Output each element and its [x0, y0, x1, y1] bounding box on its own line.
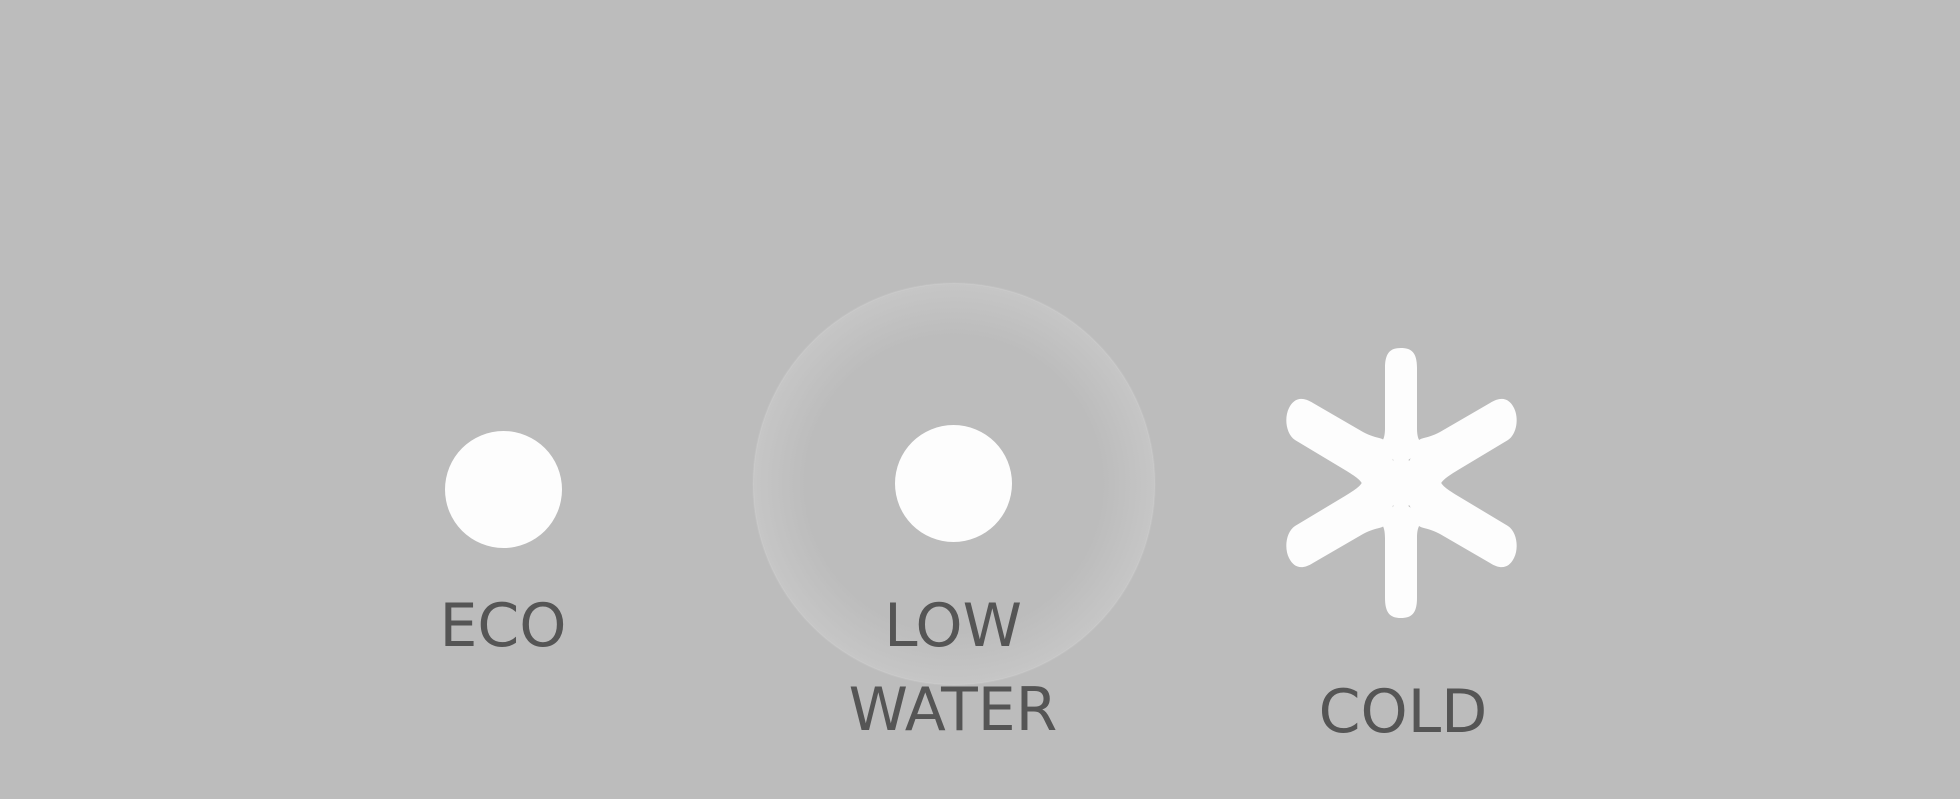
- low-water-label: LOW WATER: [848, 591, 1058, 745]
- snowflake-asterisk-icon: [1286, 348, 1517, 618]
- cold-label: COLD: [1318, 677, 1488, 747]
- low-water-dot-icon: [895, 425, 1012, 542]
- eco-label: ECO: [439, 591, 567, 661]
- eco-dot-icon: [445, 431, 562, 548]
